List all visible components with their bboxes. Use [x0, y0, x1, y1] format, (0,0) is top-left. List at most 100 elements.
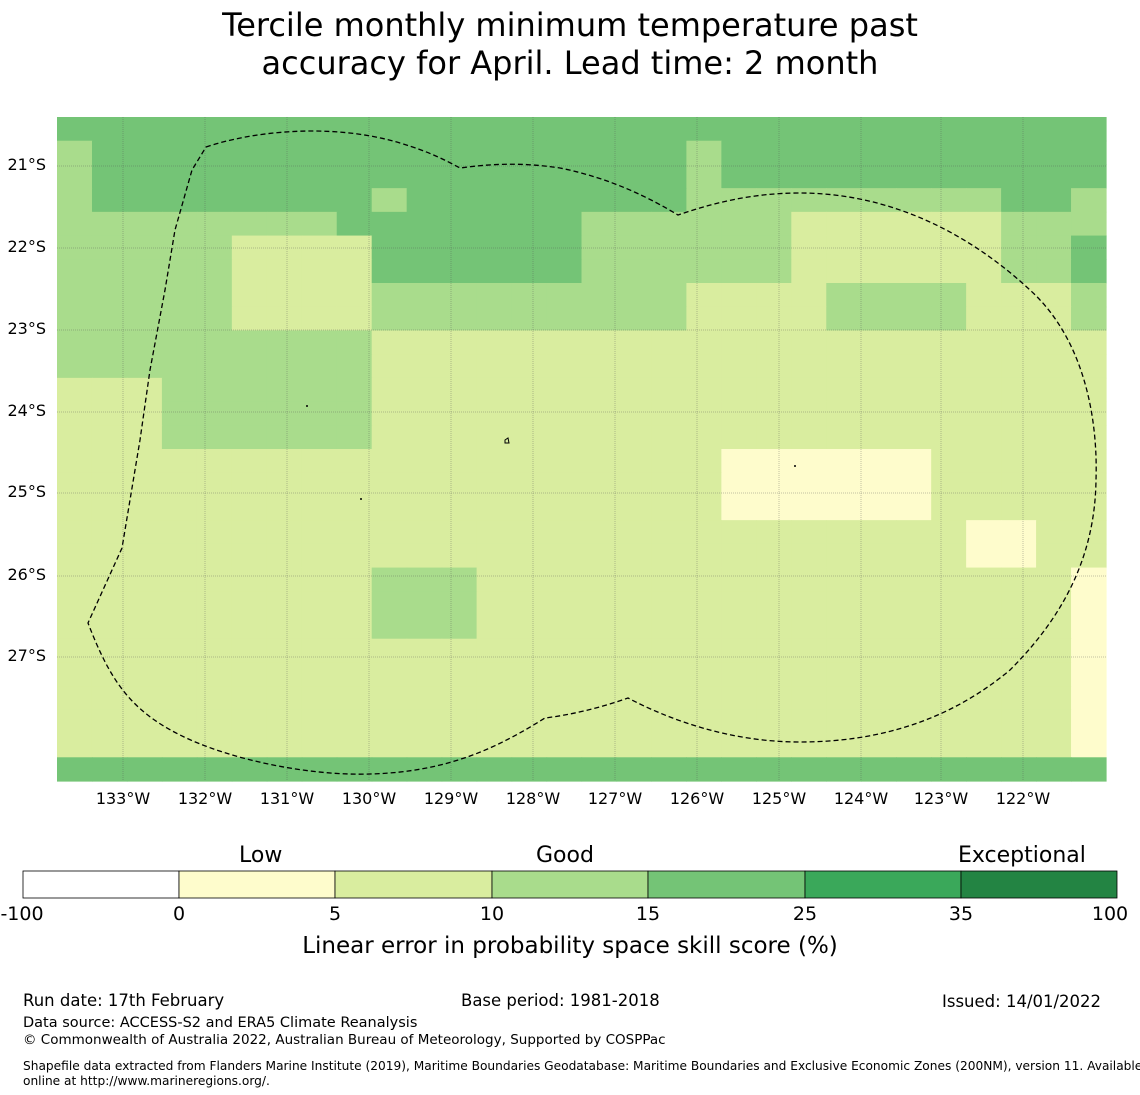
map-cell [371, 377, 408, 403]
map-cell [896, 662, 932, 687]
map-cell [826, 543, 862, 569]
map-cell [686, 377, 722, 403]
map-cell [616, 496, 653, 521]
map-cell [196, 377, 233, 403]
map-cell [931, 615, 967, 640]
map-cell [721, 140, 757, 166]
map-cell [57, 543, 93, 569]
map-cell [161, 638, 198, 664]
map-cell [91, 496, 128, 521]
map-cell [721, 235, 757, 260]
colorbar-segment [647, 870, 806, 899]
map-cell [791, 140, 827, 166]
map-cell [336, 472, 373, 498]
map-cell [406, 283, 443, 308]
map-cell [231, 662, 268, 687]
map-cell [441, 757, 478, 782]
map-cell [896, 615, 932, 640]
map-cell [91, 235, 128, 260]
map-cell [511, 638, 548, 664]
map-cell [756, 283, 792, 308]
map-cell [1036, 496, 1072, 521]
map-cell [966, 757, 1002, 782]
map-cell [721, 662, 757, 687]
map-cell [91, 591, 128, 616]
map-cell [1001, 211, 1037, 237]
map-cell [371, 543, 408, 569]
map-cell [791, 543, 827, 569]
map-cell [126, 117, 163, 142]
map-cell [371, 401, 408, 426]
colorbar-tick: 5 [328, 903, 342, 925]
map-cell [371, 567, 408, 592]
map-cell [651, 117, 687, 142]
map-cell [791, 401, 827, 426]
map-cell [616, 330, 653, 355]
map-cell [91, 638, 128, 664]
map-cell [441, 709, 478, 735]
island-feature [504, 437, 510, 444]
map-cell [511, 472, 548, 498]
map-cell [231, 235, 268, 260]
map-cell [721, 733, 757, 758]
map-cell [651, 377, 687, 403]
map-cell [196, 235, 233, 260]
map-cell [371, 330, 408, 355]
map-cell [616, 709, 653, 735]
map-cell [651, 140, 687, 166]
map-cell [196, 733, 233, 758]
map-cell [931, 354, 967, 379]
map-cell [476, 330, 513, 355]
map-cell [266, 330, 303, 355]
colorbar-segment [334, 870, 493, 899]
map-cell [791, 638, 827, 664]
island-dot [794, 465, 796, 467]
map-cell [791, 449, 827, 474]
map-cell [861, 377, 897, 403]
title-line-1: Tercile monthly minimum temperature past [222, 6, 918, 44]
map-cell [1071, 543, 1107, 569]
map-cell [441, 330, 478, 355]
map-cell [196, 543, 233, 569]
map-cell [1071, 401, 1107, 426]
map-cell [1036, 401, 1072, 426]
map-cell [931, 401, 967, 426]
map-cell [721, 164, 757, 189]
map-cell [161, 140, 198, 166]
map-cell [126, 638, 163, 664]
map-cell [756, 615, 792, 640]
map-cell [756, 757, 792, 782]
map-cell [896, 496, 932, 521]
map-cell [721, 615, 757, 640]
map-cell [651, 543, 687, 569]
map-cell [126, 733, 163, 758]
map-cell [406, 259, 443, 284]
map-cell [266, 520, 303, 545]
map-cell [686, 211, 722, 237]
map-cell [196, 188, 233, 213]
copyright: © Commonwealth of Australia 2022, Austra… [23, 1032, 666, 1048]
map-cell [581, 520, 618, 545]
map-cell [546, 733, 583, 758]
map-cell [57, 306, 93, 332]
map-cell [126, 235, 163, 260]
map-cell [441, 259, 478, 284]
map-cell [301, 330, 338, 355]
map-cell [791, 709, 827, 735]
map-cell [896, 472, 932, 498]
map-cell [57, 188, 93, 213]
map-cell [616, 377, 653, 403]
map-cell [91, 117, 128, 142]
map-cell [546, 496, 583, 521]
map-cell [826, 449, 862, 474]
map-cell [686, 259, 722, 284]
map-cell [1071, 235, 1107, 260]
map-cell [861, 520, 897, 545]
map-cell [231, 567, 268, 592]
map-cell [266, 235, 303, 260]
map-cell [231, 188, 268, 213]
map-cell [126, 520, 163, 545]
issued-date: Issued: 14/01/2022 [942, 992, 1102, 1011]
map-cell [1001, 235, 1037, 260]
map-cell [196, 472, 233, 498]
